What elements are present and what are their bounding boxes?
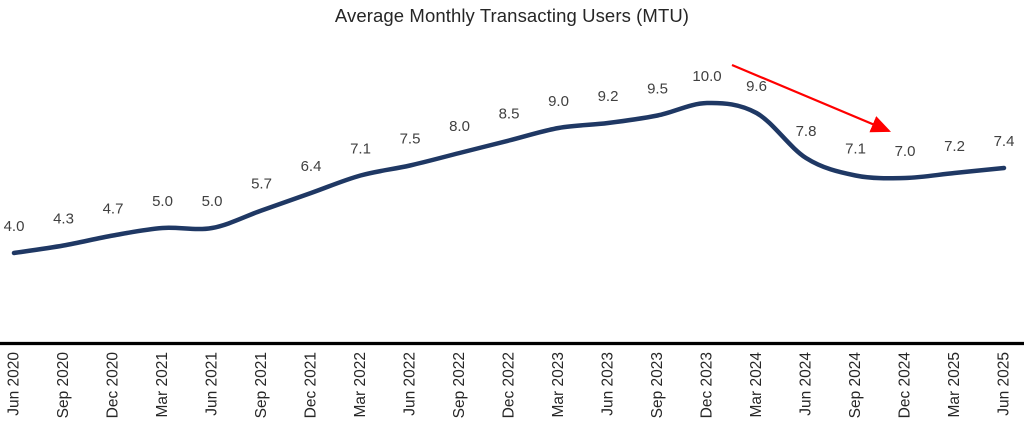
data-label: 8.5 <box>499 106 520 123</box>
x-tick-label: Jun 2020 <box>6 352 23 416</box>
chart-title: Average Monthly Transacting Users (MTU) <box>334 5 690 26</box>
x-tick-label: Mar 2025 <box>946 352 963 417</box>
x-tick-label: Sep 2024 <box>847 352 864 419</box>
data-label: 4.3 <box>53 211 74 228</box>
x-tick-label: Mar 2022 <box>352 352 369 417</box>
x-tick-label: Dec 2024 <box>897 352 914 419</box>
x-tick-label: Sep 2023 <box>649 352 666 418</box>
mtu-series-line <box>11 100 1007 256</box>
data-label: 7.1 <box>350 141 371 158</box>
data-label: 4.0 <box>4 218 25 235</box>
data-label: 5.7 <box>251 176 272 193</box>
data-label: 7.1 <box>845 141 866 158</box>
data-label: 6.4 <box>301 158 322 175</box>
data-label: 5.0 <box>152 193 173 210</box>
x-tick-label: Dec 2023 <box>699 352 716 418</box>
data-label: 9.5 <box>647 81 668 98</box>
x-tick-label: Sep 2020 <box>55 352 72 419</box>
data-label: 7.4 <box>994 133 1015 150</box>
x-tick-label: Dec 2020 <box>105 352 122 419</box>
x-tick-label: Sep 2021 <box>253 352 270 418</box>
data-label: 9.6 <box>746 78 767 95</box>
x-tick-label: Mar 2024 <box>748 352 765 418</box>
x-tick-label: Mar 2021 <box>154 352 171 417</box>
data-label: 7.2 <box>944 138 965 155</box>
data-label: 7.5 <box>400 131 421 148</box>
x-tick-label: Jun 2022 <box>402 352 419 416</box>
data-label: 7.0 <box>895 143 916 160</box>
data-label: 8.0 <box>449 118 470 135</box>
data-label: 5.0 <box>202 193 223 210</box>
x-tick-label: Jun 2021 <box>204 352 221 416</box>
decline-trend-arrow <box>731 63 892 133</box>
x-tick-label: Mar 2023 <box>550 352 567 417</box>
x-tick-label: Dec 2022 <box>501 352 518 418</box>
x-tick-label: Jun 2023 <box>600 352 617 416</box>
data-label: 10.0 <box>692 68 721 85</box>
data-label: 9.2 <box>598 88 619 105</box>
x-tick-label: Jun 2025 <box>996 352 1013 416</box>
x-tick-label: Dec 2021 <box>303 352 320 418</box>
data-label: 9.0 <box>548 93 569 110</box>
data-label: 4.7 <box>103 201 124 218</box>
x-tick-label: Sep 2022 <box>451 352 468 418</box>
x-tick-label: Jun 2024 <box>798 352 815 416</box>
data-label: 7.8 <box>796 123 817 140</box>
